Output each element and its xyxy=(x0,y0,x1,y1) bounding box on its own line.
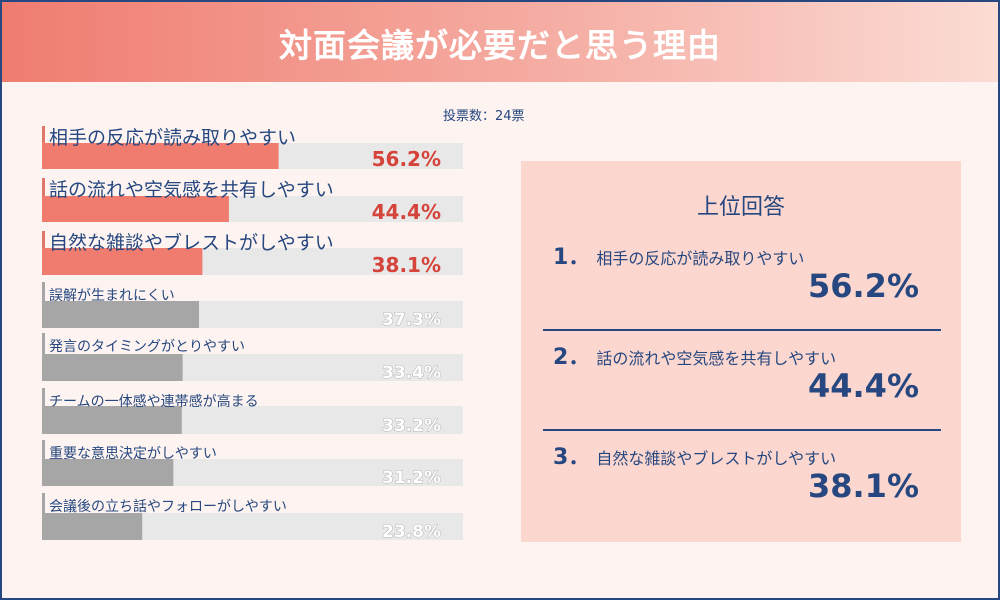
bar-marker xyxy=(42,333,45,354)
value-label: 37.3% xyxy=(382,310,441,330)
top-answers-panel: 上位回答 1． 相手の反応が読み取りやすい 56.2% 2． 話の流れや空気感を共有… xyxy=(521,161,961,542)
value-label: 44.4% xyxy=(372,200,441,224)
bar xyxy=(42,301,200,328)
category-label: 自然な雑談やブレストがしやすい xyxy=(49,231,334,254)
rank-divider xyxy=(543,329,941,331)
rank-text: 自然な雑談やブレストがしやすい xyxy=(596,449,837,468)
category-label: 会議後の立ち話やフォローがしやすい xyxy=(49,498,287,515)
category-label: 相手の反応が読み取りやすい xyxy=(49,127,296,149)
bar-marker xyxy=(42,126,45,143)
rank-label: 3． 自然な雑談やブレストがしやすい xyxy=(553,439,836,471)
rank-percent: 38.1% xyxy=(807,467,919,505)
rank-number: 3． xyxy=(553,445,591,470)
bar xyxy=(42,354,183,381)
bar xyxy=(42,513,143,540)
category-label: 重要な意思決定がしやすい xyxy=(49,445,217,462)
rank-divider xyxy=(543,429,941,431)
value-label: 33.4% xyxy=(382,363,441,383)
value-label: 31.2% xyxy=(382,468,441,488)
category-label: 誤解が生まれにくい xyxy=(49,288,175,304)
rank-item-1: 1． 相手の反応が読み取りやすい 56.2% xyxy=(543,239,941,331)
panel-title: 上位回答 xyxy=(696,195,785,220)
vote-count: 投票数：24票 xyxy=(443,109,525,124)
rank-percent: 56.2% xyxy=(807,267,919,305)
rank-number: 1． xyxy=(553,245,591,270)
rank-number: 2． xyxy=(553,345,591,370)
bar-marker xyxy=(42,178,45,196)
bar-marker xyxy=(42,493,45,513)
rank-label: 2． 話の流れや空気感を共有しやすい xyxy=(553,339,836,371)
category-label: 発言のタイミングがとりやすい xyxy=(49,339,245,355)
bar xyxy=(42,196,229,222)
bar xyxy=(42,248,203,275)
value-label: 38.1% xyxy=(372,253,441,277)
value-label: 33.2% xyxy=(382,416,441,436)
bar xyxy=(42,406,182,434)
bar-marker xyxy=(42,440,45,459)
bar-marker xyxy=(42,231,45,248)
rank-label: 1． 相手の反応が読み取りやすい xyxy=(553,239,804,271)
bar-marker xyxy=(42,388,45,406)
rank-percent: 44.4% xyxy=(807,367,919,405)
category-label: チームの一体感や連帯感が高まる xyxy=(49,393,259,410)
value-label: 23.8% xyxy=(382,522,441,542)
header-banner: 対面会議が必要だと思う理由 xyxy=(2,2,998,82)
rank-item-2: 2． 話の流れや空気感を共有しやすい 44.4% xyxy=(543,339,941,431)
bar-marker xyxy=(42,282,45,301)
category-label: 話の流れや空気感を共有しやすい xyxy=(49,179,334,201)
rank-item-3: 3． 自然な雑談やブレストがしやすい 38.1% xyxy=(543,439,941,531)
value-label: 56.2% xyxy=(372,147,441,171)
page-title: 対面会議が必要だと思う理由 xyxy=(279,26,721,65)
bar xyxy=(42,459,174,486)
rank-text: 相手の反応が読み取りやすい xyxy=(596,249,805,268)
rank-text: 話の流れや空気感を共有しやすい xyxy=(596,349,837,368)
bar xyxy=(42,143,279,169)
